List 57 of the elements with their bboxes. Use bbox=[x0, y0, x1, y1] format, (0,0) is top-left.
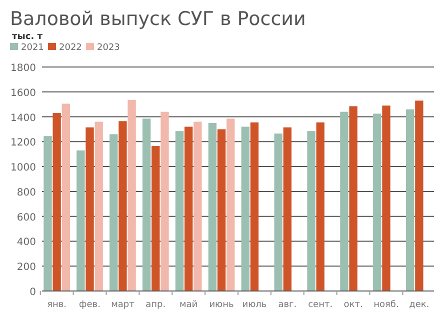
bar bbox=[406, 109, 414, 291]
bar bbox=[175, 131, 184, 291]
x-tick-label: май bbox=[180, 300, 198, 310]
y-tick-label: 1400 bbox=[10, 112, 36, 124]
y-axis-title: тыс. т bbox=[12, 32, 44, 42]
bar bbox=[307, 131, 316, 291]
x-tick-label: окт. bbox=[344, 300, 363, 310]
bar bbox=[382, 106, 390, 291]
bar bbox=[62, 104, 70, 291]
x-tick-label: июнь bbox=[209, 300, 234, 310]
bar bbox=[110, 134, 118, 291]
y-tick-label: 200 bbox=[16, 262, 36, 274]
bar bbox=[349, 106, 358, 291]
bar bbox=[226, 118, 235, 291]
bar bbox=[217, 129, 226, 291]
bar bbox=[274, 134, 282, 291]
x-tick-label: дек. bbox=[409, 300, 430, 310]
bar bbox=[86, 127, 94, 291]
bar bbox=[160, 112, 169, 291]
bar bbox=[118, 121, 127, 291]
bar bbox=[194, 122, 202, 291]
x-tick-label: янв. bbox=[47, 300, 67, 310]
chart-title: Валовой выпуск СУГ в России bbox=[10, 8, 306, 30]
x-tick-label: фев. bbox=[79, 300, 100, 310]
legend-label: 2022 bbox=[59, 43, 82, 53]
y-tick-label: 1200 bbox=[10, 138, 36, 149]
x-tick-label: апр. bbox=[146, 300, 166, 310]
x-tick-label: сент. bbox=[308, 300, 333, 310]
legend-label: 2021 bbox=[21, 43, 44, 53]
bar bbox=[184, 126, 193, 291]
y-tick-label: 1600 bbox=[10, 88, 36, 99]
bar bbox=[241, 126, 250, 291]
x-tick-label: нояб. bbox=[374, 300, 399, 310]
x-tick-label: март bbox=[111, 300, 134, 310]
bar bbox=[76, 150, 85, 291]
bar bbox=[94, 122, 103, 291]
legend-label: 2023 bbox=[97, 43, 120, 53]
bar bbox=[208, 123, 217, 291]
bar bbox=[52, 113, 61, 291]
y-tick-label: 600 bbox=[16, 212, 36, 224]
bar bbox=[44, 136, 52, 291]
bar bbox=[142, 118, 151, 291]
bar bbox=[373, 114, 382, 291]
bar bbox=[128, 100, 136, 291]
y-tick-label: 1800 bbox=[10, 63, 36, 74]
bar bbox=[316, 122, 324, 291]
bar bbox=[415, 100, 424, 291]
x-tick-label: июль bbox=[242, 300, 267, 310]
bar bbox=[250, 122, 259, 291]
y-tick-label: 800 bbox=[16, 187, 36, 198]
x-tick-label: авг. bbox=[278, 300, 297, 310]
bar bbox=[283, 127, 292, 291]
y-tick-label: 1000 bbox=[10, 162, 36, 174]
bar bbox=[152, 146, 160, 291]
y-tick-label: 400 bbox=[16, 237, 36, 248]
y-tick-label: 0 bbox=[30, 287, 36, 298]
bar bbox=[340, 112, 348, 291]
